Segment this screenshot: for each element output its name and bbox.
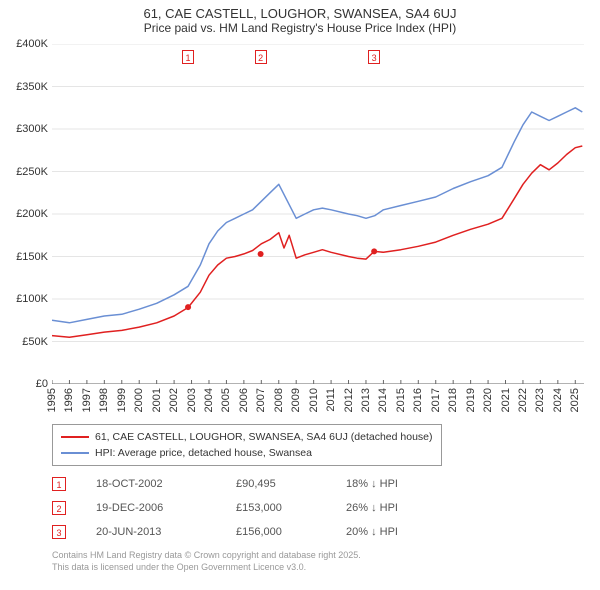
legend-swatch [61,452,89,454]
y-tick-label: £250K [2,166,48,178]
marker-date: 20-JUN-2013 [96,526,236,538]
x-tick-label: 2001 [151,388,163,412]
marker-price: £90,495 [236,478,346,490]
title-block: 61, CAE CASTELL, LOUGHOR, SWANSEA, SA4 6… [0,0,600,35]
y-tick-label: £200K [2,208,48,220]
x-tick-label: 2020 [482,388,494,412]
x-tick-label: 1999 [116,388,128,412]
marker-table-row: 3 20-JUN-2013 £156,000 20% ↓ HPI [52,520,476,544]
x-tick-label: 2021 [500,388,512,412]
x-tick-label: 2008 [273,388,285,412]
x-tick-label: 1997 [81,388,93,412]
chart-title: 61, CAE CASTELL, LOUGHOR, SWANSEA, SA4 6… [0,6,600,21]
x-tick-label: 2019 [465,388,477,412]
marker-date: 19-DEC-2006 [96,502,236,514]
x-tick-label: 2004 [203,388,215,412]
x-tick-label: 2012 [343,388,355,412]
x-tick-label: 2000 [133,388,145,412]
x-tick-label: 2016 [412,388,424,412]
marker-box-icon: 2 [52,501,66,515]
marker-date: 18-OCT-2002 [96,478,236,490]
y-tick-label: £350K [2,81,48,93]
sale-marker-icon: 3 [368,50,380,64]
y-tick-label: £300K [2,123,48,135]
x-tick-label: 2002 [168,388,180,412]
credit-line: Contains HM Land Registry data © Crown c… [52,550,361,560]
x-tick-label: 2013 [360,388,372,412]
marker-table-row: 1 18-OCT-2002 £90,495 18% ↓ HPI [52,472,476,496]
chart-area: £0£50K£100K£150K£200K£250K£300K£350K£400… [52,44,584,384]
y-tick-label: £400K [2,38,48,50]
x-tick-label: 2014 [377,388,389,412]
x-tick-label: 2010 [308,388,320,412]
marker-price: £156,000 [236,526,346,538]
marker-table-row: 2 19-DEC-2006 £153,000 26% ↓ HPI [52,496,476,520]
legend-swatch [61,436,89,438]
legend-item: HPI: Average price, detached house, Swan… [61,445,433,461]
legend-item: 61, CAE CASTELL, LOUGHOR, SWANSEA, SA4 6… [61,429,433,445]
legend-label: 61, CAE CASTELL, LOUGHOR, SWANSEA, SA4 6… [95,431,433,443]
x-tick-label: 2005 [220,388,232,412]
legend: 61, CAE CASTELL, LOUGHOR, SWANSEA, SA4 6… [52,424,442,466]
y-tick-label: £150K [2,251,48,263]
legend-label: HPI: Average price, detached house, Swan… [95,447,312,459]
x-tick-label: 2009 [290,388,302,412]
x-tick-label: 2015 [395,388,407,412]
x-tick-label: 2025 [569,388,581,412]
marker-box-icon: 1 [52,477,66,491]
marker-table: 1 18-OCT-2002 £90,495 18% ↓ HPI 2 19-DEC… [52,472,476,544]
chart-svg [52,44,584,384]
y-tick-label: £50K [2,336,48,348]
x-tick-label: 2011 [325,388,337,412]
x-tick-label: 2018 [447,388,459,412]
y-tick-label: £0 [2,378,48,390]
chart-subtitle: Price paid vs. HM Land Registry's House … [0,21,600,35]
chart-container: 61, CAE CASTELL, LOUGHOR, SWANSEA, SA4 6… [0,0,600,590]
marker-price: £153,000 [236,502,346,514]
marker-delta: 20% ↓ HPI [346,526,476,538]
x-tick-label: 1998 [98,388,110,412]
x-tick-label: 1996 [63,388,75,412]
x-tick-label: 2023 [534,388,546,412]
sale-marker-icon: 1 [182,50,194,64]
sale-marker-icon: 2 [255,50,267,64]
x-tick-label: 2022 [517,388,529,412]
credit-text: Contains HM Land Registry data © Crown c… [52,550,584,573]
x-tick-label: 2006 [238,388,250,412]
x-tick-label: 2007 [255,388,267,412]
y-tick-label: £100K [2,293,48,305]
x-tick-label: 1995 [46,388,58,412]
marker-box-icon: 3 [52,525,66,539]
x-tick-label: 2003 [186,388,198,412]
x-tick-label: 2024 [552,388,564,412]
x-tick-label: 2017 [430,388,442,412]
marker-delta: 18% ↓ HPI [346,478,476,490]
credit-line: This data is licensed under the Open Gov… [52,562,306,572]
marker-delta: 26% ↓ HPI [346,502,476,514]
